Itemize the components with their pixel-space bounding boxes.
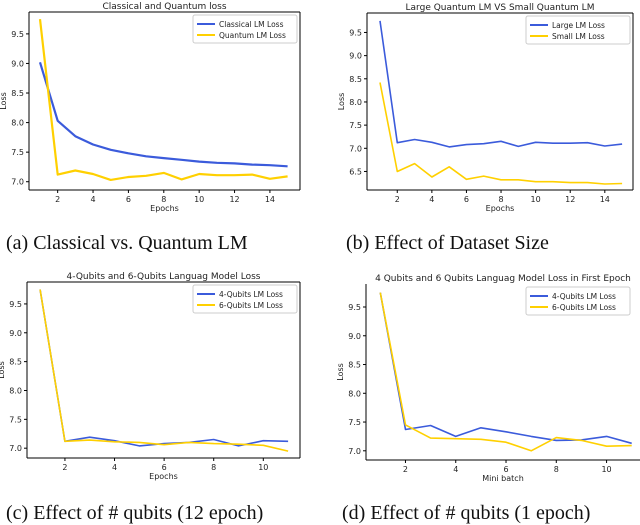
x-tick-label: 10 [601, 465, 611, 474]
y-tick-label: 8.0 [348, 389, 361, 398]
x-axis-label: Epochs [486, 204, 515, 213]
chart-a: Classical and Quantum loss 2 4 6 8 10 12 14 7.0 7… [0, 2, 300, 213]
caption-c: (c) Effect of # qubits (12 epoch) [6, 502, 263, 525]
chart-c: 4-Qubits and 6-Qubits Languag Model Loss… [0, 272, 300, 481]
x-tick-label: 6 [162, 463, 167, 472]
y-tick-label: 8.5 [11, 89, 24, 98]
x-tick-label: 2 [395, 195, 400, 204]
legend-label: Small LM Loss [552, 32, 605, 41]
x-tick-label: 8 [211, 463, 216, 472]
x-tick-label: 8 [161, 195, 166, 204]
x-tick-label: 2 [62, 463, 67, 472]
y-tick-label: 7.5 [349, 121, 362, 130]
legend: Large LM Loss Small LM Loss [526, 16, 630, 44]
y-tick-label: 9.5 [9, 300, 22, 309]
x-tick-label: 12 [229, 195, 239, 204]
chart-title: Large Quantum LM VS Small Quantum LM [406, 3, 595, 13]
y-tick-label: 8.5 [9, 358, 22, 367]
y-tick-label: 7.0 [11, 178, 24, 187]
y-tick-label: 8.0 [9, 386, 22, 395]
legend-label: Classical LM Loss [219, 20, 284, 29]
y-tick-label: 7.0 [348, 447, 361, 456]
chart-title: Classical and Quantum loss [102, 2, 226, 12]
legend: 4-Qubits LM Loss 6-Qubits LM Loss [193, 285, 297, 313]
x-tick-label: 6 [126, 195, 131, 204]
y-tick-label: 7.5 [9, 415, 22, 424]
x-tick-label: 6 [503, 465, 508, 474]
x-axis-label: Epochs [149, 472, 178, 481]
series-line-yellow [380, 83, 622, 185]
x-tick-label: 4 [90, 195, 95, 204]
x-tick-label: 10 [258, 463, 268, 472]
chart-b: Large Quantum LM VS Small Quantum LM 2 4 6 8… [337, 3, 633, 213]
caption-d: (d) Effect of # qubits (1 epoch) [342, 502, 590, 525]
y-tick-label: 9.0 [349, 52, 362, 61]
y-tick-label: 8.0 [11, 119, 24, 128]
x-tick-label: 10 [194, 195, 204, 204]
legend: Classical LM Loss Quantum LM Loss [193, 15, 297, 43]
legend-label: 6-Qubits LM Loss [219, 301, 283, 310]
x-tick-label: 4 [112, 463, 117, 472]
y-tick-label: 7.5 [11, 148, 24, 157]
chart-title: 4 Qubits and 6 Qubits Languag Model Loss… [375, 274, 631, 284]
y-tick-label: 7.0 [9, 444, 22, 453]
x-tick-label: 10 [531, 195, 541, 204]
y-axis-label: Loss [337, 93, 346, 111]
y-tick-label: 9.5 [348, 303, 361, 312]
legend-label: 6-Qubits LM Loss [552, 303, 616, 312]
y-tick-label: 9.0 [348, 332, 361, 341]
series-line-blue [40, 62, 288, 166]
y-axis-label: Loss [0, 361, 6, 379]
y-tick-label: 7.5 [348, 418, 361, 427]
chart-d: 4 Qubits and 6 Qubits Languag Model Loss… [336, 274, 640, 483]
y-tick-label: 8.5 [349, 75, 362, 84]
y-tick-label: 8.0 [349, 98, 362, 107]
x-tick-label: 2 [55, 195, 60, 204]
x-tick-label: 4 [429, 195, 434, 204]
legend: 4-Qubits LM Loss 6-Qubits LM Loss [526, 287, 630, 315]
legend-label: 4-Qubits LM Loss [552, 292, 616, 301]
x-axis-label: Epochs [150, 204, 179, 213]
y-tick-label: 9.5 [11, 30, 24, 39]
y-axis-label: Loss [336, 363, 345, 381]
x-tick-label: 4 [453, 465, 458, 474]
x-tick-label: 8 [554, 465, 559, 474]
x-tick-label: 12 [565, 195, 575, 204]
x-tick-label: 14 [600, 195, 610, 204]
series-line-yellow [40, 290, 288, 452]
y-tick-label: 9.0 [9, 329, 22, 338]
x-tick-label: 14 [265, 195, 275, 204]
y-axis-label: Loss [0, 92, 8, 110]
legend-label: 4-Qubits LM Loss [219, 290, 283, 299]
x-tick-label: 8 [498, 195, 503, 204]
x-tick-label: 2 [403, 465, 408, 474]
y-tick-label: 7.0 [349, 144, 362, 153]
y-tick-label: 6.5 [349, 167, 362, 176]
legend-label: Large LM Loss [552, 21, 605, 30]
legend-label: Quantum LM Loss [219, 31, 286, 40]
y-tick-label: 8.5 [348, 361, 361, 370]
caption-a: (a) Classical vs. Quantum LM [6, 232, 248, 255]
y-tick-label: 9.0 [11, 59, 24, 68]
x-axis-label: Mini batch [482, 474, 524, 483]
caption-b: (b) Effect of Dataset Size [346, 232, 549, 255]
y-tick-label: 9.5 [349, 28, 362, 37]
chart-title: 4-Qubits and 6-Qubits Languag Model Loss [67, 272, 261, 282]
x-tick-label: 6 [464, 195, 469, 204]
